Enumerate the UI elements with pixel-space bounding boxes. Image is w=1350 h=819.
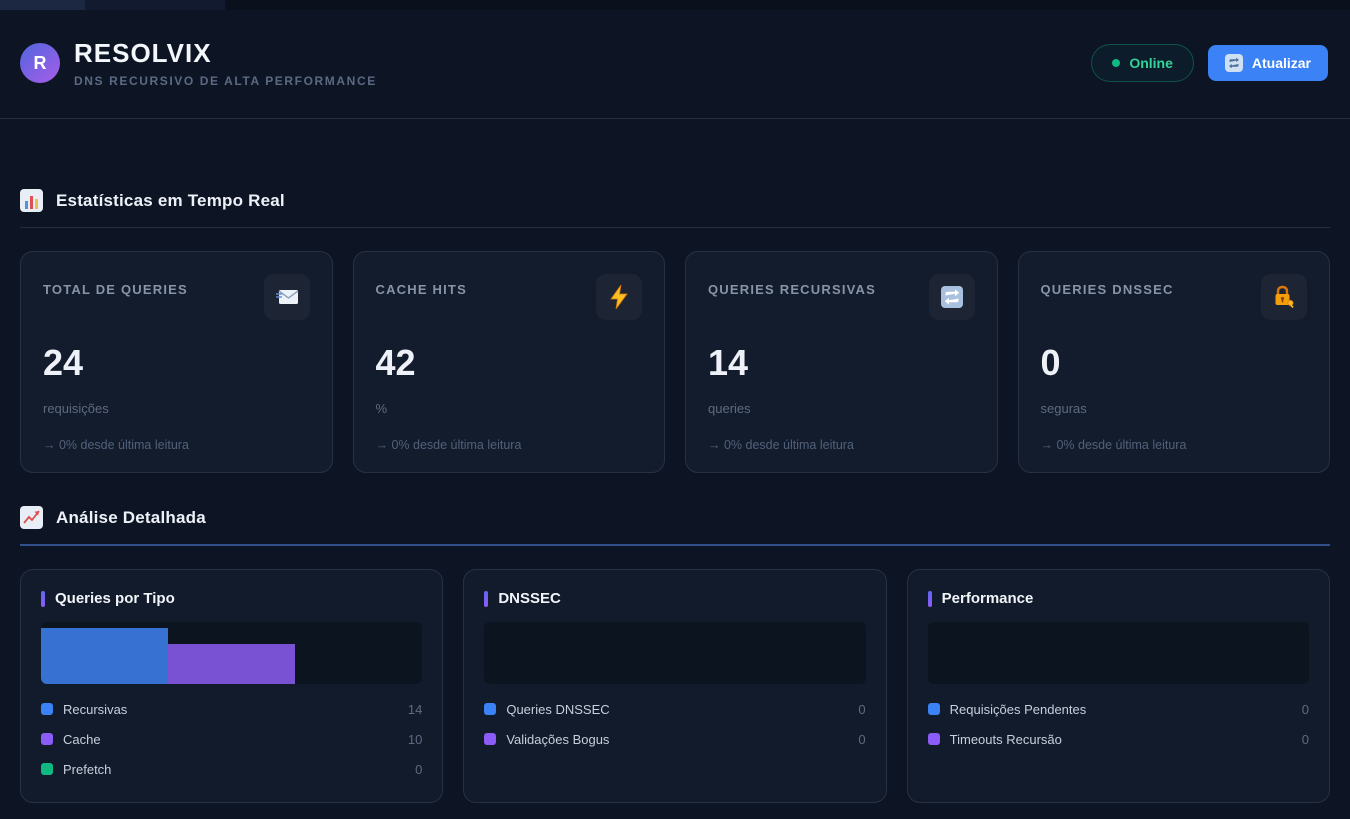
lightning-icon [596, 274, 642, 320]
stat-value: 0 [1040, 342, 1061, 383]
refresh-button-label: Atualizar [1251, 55, 1311, 71]
legend-swatch-icon [927, 703, 940, 715]
stat-title: QUERIES RECURSIVAS [708, 282, 876, 297]
browser-tab-strip [0, 0, 1350, 10]
incoming-envelope-icon [263, 274, 310, 320]
chart-legend: Queries DNSSEC 0 Validações Bogus 0 [484, 694, 866, 754]
chart-card-performance: Performance Requisições Pendentes 0 Timeou… [906, 569, 1330, 803]
legend-swatch-icon [41, 733, 53, 745]
stat-unit: % [375, 401, 388, 416]
chart-legend: Recursivas 14 Cache 10 Prefetch 0 [41, 694, 422, 784]
chart-title: Performance [941, 590, 1034, 607]
legend-item: Recursivas 14 [41, 694, 422, 724]
accent-bar-icon [927, 590, 932, 607]
chart-bar-recursivas [41, 627, 169, 684]
legend-label: Recursivas [63, 701, 128, 717]
stat-card-cache-hits: CACHE HITS 42 % → 0% desde última leitur… [352, 251, 665, 473]
refresh-button[interactable]: Atualizar [1207, 45, 1328, 81]
logo-letter: R [33, 52, 47, 73]
stat-card-total-queries: TOTAL DE QUERIES 24 requisições → 0% des… [20, 251, 333, 473]
online-status-label: Online [1129, 55, 1173, 71]
app-header: R RESOLVIX DNS RECURSIVO DE ALTA PERFORM… [0, 10, 1350, 119]
stat-card-queries-recursivas: QUERIES RECURSIVAS 14 queries → 0% desde… [685, 251, 998, 473]
brand: R RESOLVIX DNS RECURSIVO DE ALTA PERFORM… [20, 38, 377, 88]
analysis-section-header: Análise Detalhada [20, 506, 1330, 529]
stat-delta: → 0% desde última leitura [43, 438, 189, 452]
stat-delta: → 0% desde última leitura [375, 438, 522, 452]
browser-tab-segment [0, 0, 225, 10]
stats-section-title: Estatísticas em Tempo Real [56, 190, 285, 210]
legend-label: Prefetch [63, 761, 112, 777]
legend-swatch-icon [484, 703, 497, 715]
stat-unit: seguras [1040, 401, 1087, 416]
legend-item: Queries DNSSEC 0 [484, 694, 866, 724]
legend-value: 0 [858, 731, 866, 747]
stat-title: CACHE HITS [375, 282, 467, 297]
chart-title: DNSSEC [498, 590, 561, 607]
stat-unit: queries [708, 401, 751, 416]
chart-bar-cache [168, 643, 296, 684]
accent-bar-icon [484, 590, 489, 607]
legend-value: 10 [407, 731, 423, 747]
stat-title: TOTAL DE QUERIES [43, 282, 188, 297]
stat-value: 24 [43, 342, 84, 383]
analysis-section-divider [20, 544, 1330, 546]
legend-value: 0 [1301, 731, 1309, 747]
browser-tab-segment-light [0, 0, 85, 10]
legend-item: Prefetch 0 [41, 754, 422, 784]
main-content: Estatísticas em Tempo Real TOTAL DE QUER… [0, 119, 1350, 803]
header-actions: Online Atualizar [1091, 44, 1328, 82]
refresh-arrows-icon [1224, 54, 1243, 72]
legend-label: Validações Bogus [506, 731, 610, 747]
legend-item: Cache 10 [41, 724, 422, 754]
legend-swatch-icon [484, 733, 497, 745]
legend-label: Requisições Pendentes [949, 701, 1087, 717]
legend-value: 14 [407, 701, 423, 717]
stats-grid: TOTAL DE QUERIES 24 requisições → 0% des… [20, 251, 1330, 473]
stat-card-queries-dnssec: QUERIES DNSSEC 0 seguras → 0% desde últi… [1017, 251, 1330, 473]
legend-label: Timeouts Recursão [949, 731, 1062, 747]
mini-bar-chart [41, 622, 423, 684]
chart-card-dnssec: DNSSEC Queries DNSSEC 0 Validações Bogus 0 [463, 569, 887, 803]
stat-delta: → 0% desde última leitura [1040, 438, 1187, 452]
legend-value: 0 [1301, 701, 1309, 717]
stats-section-header: Estatísticas em Tempo Real [20, 189, 1330, 212]
chart-title: Queries por Tipo [55, 590, 175, 607]
locked-with-key-icon [1261, 274, 1307, 320]
mini-bar-chart [927, 622, 1309, 684]
cycle-arrows-icon [928, 274, 975, 320]
stat-unit: requisições [43, 401, 109, 416]
stat-value: 42 [375, 342, 416, 383]
legend-label: Queries DNSSEC [506, 701, 610, 717]
logo-avatar: R [20, 43, 60, 83]
legend-value: 0 [858, 701, 866, 717]
legend-item: Timeouts Recursão 0 [927, 724, 1309, 754]
legend-swatch-icon [41, 703, 53, 715]
app-subtitle: DNS RECURSIVO DE ALTA PERFORMANCE [74, 74, 377, 88]
app-title: RESOLVIX [74, 38, 212, 68]
stats-section-divider [20, 227, 1330, 228]
accent-bar-icon [41, 590, 45, 607]
legend-item: Requisições Pendentes 0 [927, 694, 1309, 724]
analysis-section-title: Análise Detalhada [56, 507, 206, 527]
chart-card-queries-por-tipo: Queries por Tipo Recursivas 14 Cache 10 Pref… [20, 569, 444, 803]
online-status-badge: Online [1091, 44, 1194, 82]
stat-value: 14 [708, 342, 749, 383]
charts-grid: Queries por Tipo Recursivas 14 Cache 10 Pref… [20, 569, 1330, 803]
green-dot-icon [1112, 59, 1121, 67]
mini-bar-chart [484, 622, 866, 684]
legend-swatch-icon [927, 733, 940, 745]
chart-legend: Requisições Pendentes 0 Timeouts Recursão 0 [927, 694, 1309, 754]
bar-chart-icon [20, 189, 43, 212]
chart-increasing-icon [20, 506, 43, 529]
legend-item: Validações Bogus 0 [484, 724, 866, 754]
stat-title: QUERIES DNSSEC [1040, 282, 1174, 297]
legend-value: 0 [415, 761, 423, 777]
legend-label: Cache [63, 731, 101, 747]
legend-swatch-icon [41, 763, 53, 775]
stat-delta: → 0% desde última leitura [708, 438, 854, 452]
